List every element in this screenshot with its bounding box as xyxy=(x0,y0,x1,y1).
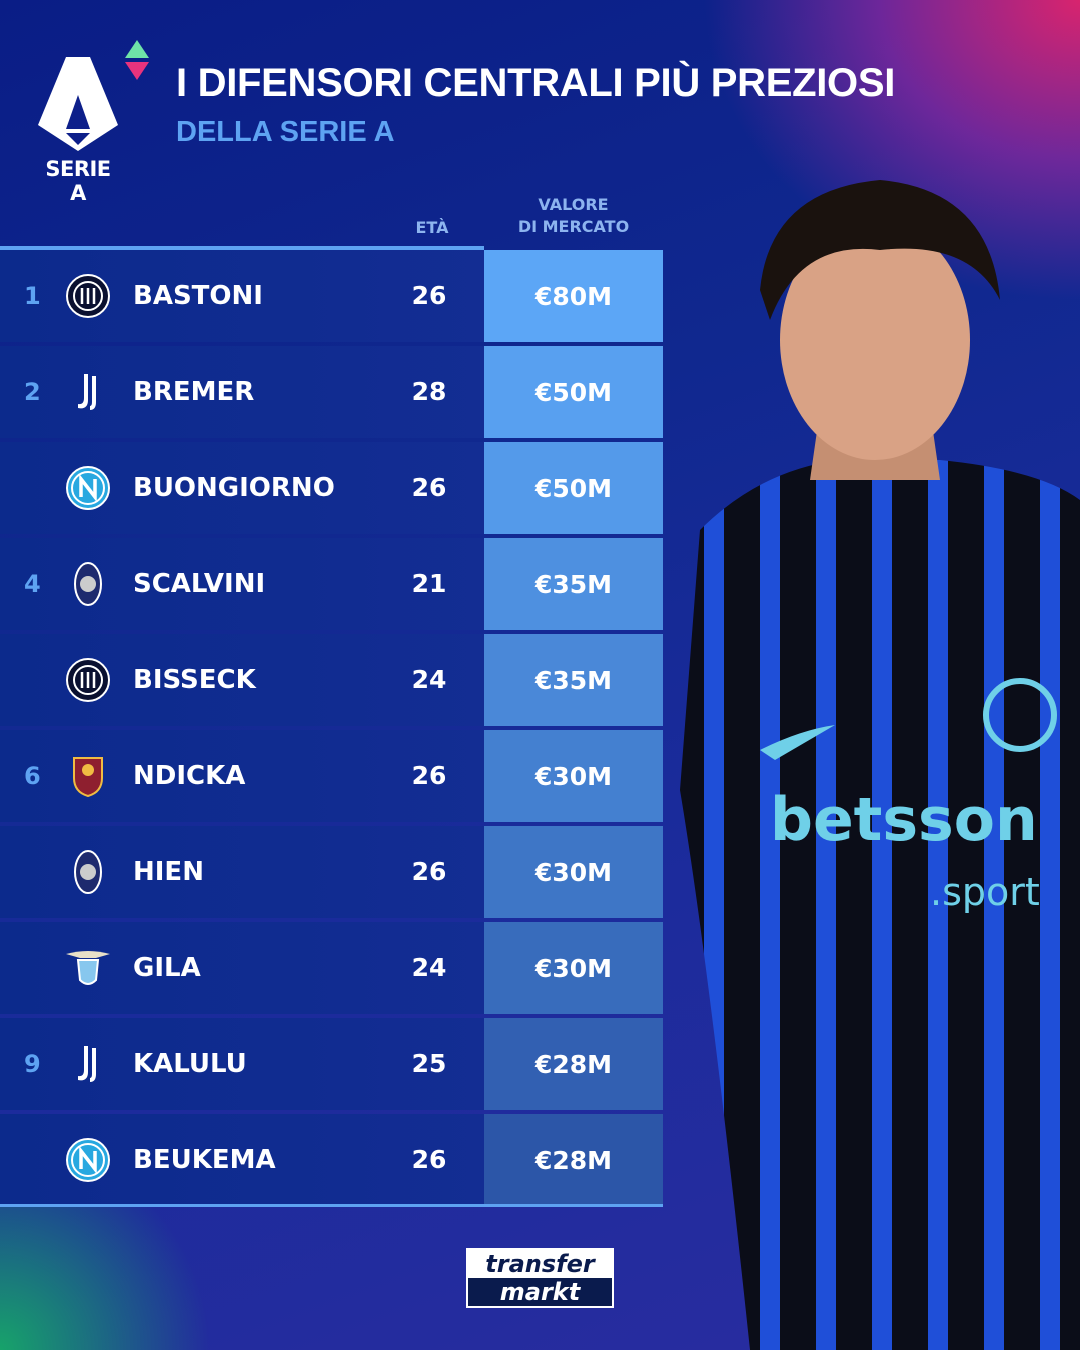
table-top-line xyxy=(0,246,484,250)
market-value: €28M xyxy=(484,1018,663,1110)
player-name: BUONGIORNO xyxy=(133,473,335,503)
player-age: 24 xyxy=(411,665,447,694)
player-name: BREMER xyxy=(133,377,255,407)
player-age: 26 xyxy=(411,761,447,790)
value-header-line1: VALORE xyxy=(538,195,609,214)
value-column-header: VALORE DI MERCATO xyxy=(484,194,663,238)
napoli-crest-icon xyxy=(66,1138,110,1182)
player-age: 24 xyxy=(411,953,447,982)
serie-a-logo-text: SERIE A xyxy=(45,157,111,205)
atalanta-crest-icon xyxy=(74,850,102,894)
serie-a-emblem-icon xyxy=(38,57,118,151)
juventus-crest-icon xyxy=(78,374,96,410)
napoli-crest-icon xyxy=(66,466,110,510)
transfermarkt-logo-line2: markt xyxy=(499,1278,581,1306)
player-name: KALULU xyxy=(133,1049,247,1079)
rank: 2 xyxy=(24,378,41,406)
transfermarkt-logo: transfer markt xyxy=(466,1248,614,1308)
player-age: 28 xyxy=(411,377,447,406)
value-header-line2: DI MERCATO xyxy=(517,217,630,236)
page-title: I DIFENSORI CENTRALI PIÙ PREZIOSI xyxy=(176,61,896,105)
transfermarkt-logo-line1: transfer xyxy=(468,1250,612,1278)
table-row: HIEN 26 €30M xyxy=(0,826,663,918)
row-background xyxy=(0,1018,484,1110)
rank: 9 xyxy=(24,1050,41,1078)
market-value: €30M xyxy=(484,922,663,1014)
player-name: SCALVINI xyxy=(133,569,266,599)
player-name: BISSECK xyxy=(133,665,256,695)
player-age: 26 xyxy=(411,473,447,502)
player-age: 21 xyxy=(411,569,447,598)
inter-crest-icon xyxy=(66,274,110,318)
player-photo: betsson .sport xyxy=(680,180,1080,1350)
table-row: 9 KALULU 25 €28M xyxy=(0,1018,663,1110)
market-value: €35M xyxy=(484,538,663,630)
player-name: BEUKEMA xyxy=(133,1145,276,1175)
nike-swoosh-icon xyxy=(760,725,835,760)
serie-a-logo: SERIE A xyxy=(36,55,120,205)
market-value: €50M xyxy=(484,346,663,438)
table-row: 4 SCALVINI 21 €35M xyxy=(0,538,663,630)
lazio-crest-icon xyxy=(66,951,110,985)
jersey-sponsor-sub: .sport xyxy=(930,870,1040,914)
rank: 1 xyxy=(24,282,41,310)
up-down-triangles-icon xyxy=(125,40,149,80)
player-age: 26 xyxy=(411,281,447,310)
table-row: BUONGIORNO 26 €50M xyxy=(0,442,663,534)
page-subtitle: DELLA SERIE A xyxy=(176,116,395,148)
table-row: BEUKEMA 26 €28M xyxy=(0,1114,663,1206)
market-value: €28M xyxy=(484,1114,663,1206)
jersey-sponsor: betsson xyxy=(770,785,1038,855)
player-name: HIEN xyxy=(133,857,204,887)
inter-crest-icon xyxy=(66,658,110,702)
table-row: 6 NDICKA 26 €30M xyxy=(0,730,663,822)
player-name: BASTONI xyxy=(133,281,263,311)
player-name: NDICKA xyxy=(133,761,246,791)
market-value: €35M xyxy=(484,634,663,726)
juventus-crest-icon xyxy=(78,1046,96,1082)
table-bottom-line xyxy=(0,1204,663,1207)
player-age: 25 xyxy=(411,1049,447,1078)
age-column-header: ETÀ xyxy=(415,218,449,237)
player-name: GILA xyxy=(133,953,201,983)
roma-crest-icon xyxy=(73,757,103,798)
table-row: BISSECK 24 €35M xyxy=(0,634,663,726)
rank: 6 xyxy=(24,762,41,790)
table-row: 1 BASTONI 26 €80M xyxy=(0,250,663,342)
inter-crest-icon xyxy=(983,678,1057,752)
table-row: 2 BREMER 28 €50M xyxy=(0,346,663,438)
market-value: €80M xyxy=(484,250,663,342)
table-row: GILA 24 €30M xyxy=(0,922,663,1014)
rank: 4 xyxy=(24,570,41,598)
market-value: €30M xyxy=(484,730,663,822)
market-value: €50M xyxy=(484,442,663,534)
player-age: 26 xyxy=(411,1145,447,1174)
market-value: €30M xyxy=(484,826,663,918)
atalanta-crest-icon xyxy=(74,562,102,606)
row-background xyxy=(0,346,484,438)
player-age: 26 xyxy=(411,857,447,886)
